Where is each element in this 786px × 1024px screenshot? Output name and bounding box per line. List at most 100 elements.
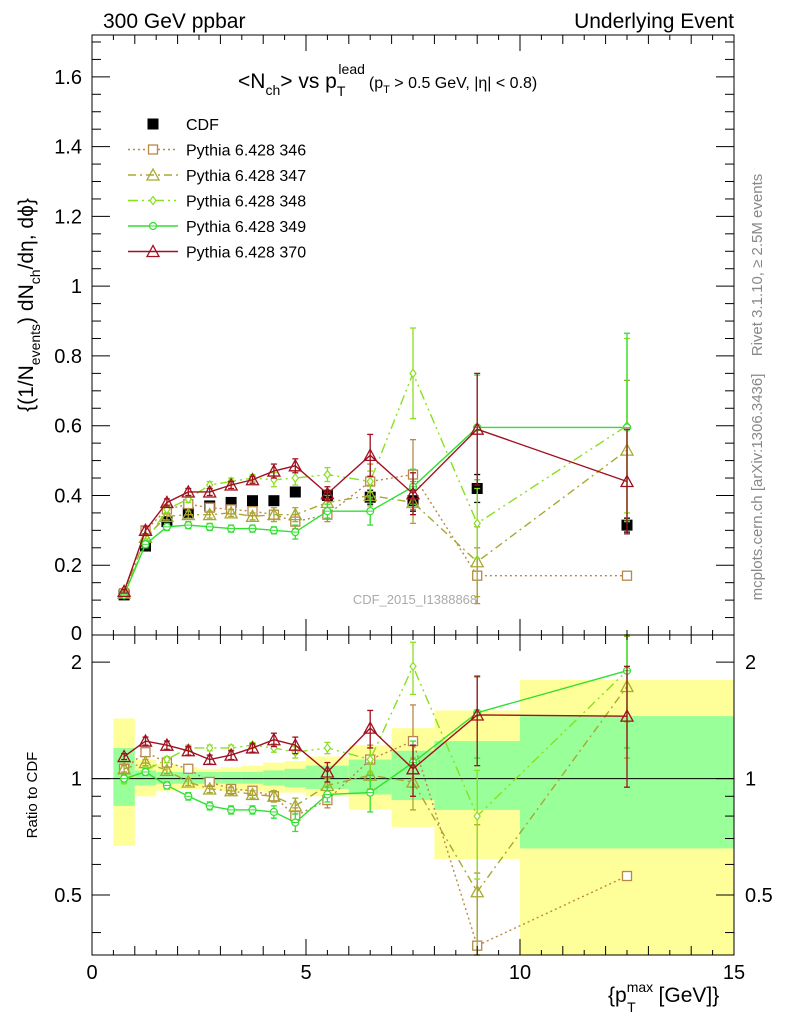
ratio-p349 <box>119 634 632 833</box>
main-panel-series <box>117 327 635 605</box>
ratio-point-p370 <box>202 752 217 766</box>
legend-label-p349: Pythia 6.428 349 <box>186 219 306 236</box>
tick-marks <box>91 35 735 955</box>
legend-label-cdf: CDF <box>186 117 219 134</box>
header-right: Underlying Event <box>574 10 734 33</box>
main-y-tick-label: 1.2 <box>54 206 82 228</box>
ratio-line-p348 <box>123 664 628 818</box>
legend-entry-p346: Pythia 6.428 346 <box>128 143 306 160</box>
ratio-p370 <box>117 665 635 797</box>
ratio-point-p348 <box>205 742 214 753</box>
main-point-p348 <box>473 518 481 529</box>
main-point-p370 <box>224 477 239 491</box>
ratio-panel-bands <box>113 679 734 955</box>
legend-label-p346: Pythia 6.428 346 <box>186 143 306 160</box>
main-line-p346 <box>123 473 627 594</box>
ratio-y-tick-label-left: 1 <box>71 769 82 791</box>
ratio-point-p348 <box>409 661 417 672</box>
main-line-p347 <box>123 449 628 594</box>
legend-label-p370: Pythia 6.428 370 <box>186 245 306 262</box>
main-point-p347 <box>202 507 217 521</box>
main-point-p348 <box>323 469 332 480</box>
legend-marker-p347 <box>145 167 161 181</box>
main-p370 <box>117 372 635 598</box>
ratio-panel-series <box>117 634 635 956</box>
main-point-p370 <box>138 522 153 536</box>
main-point-p370 <box>181 484 196 498</box>
main-point-p370 <box>202 484 217 498</box>
main-cdf <box>118 473 633 601</box>
ratio-y-tick-label-left: 2 <box>71 652 82 674</box>
header-left: 300 GeV ppbar <box>103 10 245 33</box>
ratio-point-p347 <box>202 781 217 795</box>
main-point-p370 <box>470 421 485 435</box>
main-point-cdf <box>268 495 280 507</box>
ratio-y-tick-label-right: 0.5 <box>745 885 773 907</box>
main-point-p347 <box>288 507 303 521</box>
main-p346 <box>118 439 633 605</box>
ratio-band-inner <box>284 768 306 788</box>
ratio-point-p346 <box>183 763 194 774</box>
legend-entry-p370: Pythia 6.428 370 <box>128 244 306 262</box>
main-point-p370 <box>288 458 303 472</box>
ratio-line-p347 <box>123 686 628 894</box>
ratio-point-p347 <box>159 763 174 777</box>
main-y-tick-label: 1.6 <box>54 67 82 89</box>
main-p347 <box>117 379 635 599</box>
main-y-tick-label: 0.8 <box>54 346 82 368</box>
ratio-band-inner <box>156 771 178 784</box>
analysis-watermark: CDF_2015_I1388868 <box>353 592 477 607</box>
ratio-band-inner <box>263 770 285 786</box>
ratio-point-p370 <box>405 761 421 775</box>
legend: CDF Pythia 6.428 346 Pythia 6.428 347 Pythi… <box>128 117 306 262</box>
ratio-point-p348 <box>366 754 374 765</box>
ratio-point-p370 <box>224 747 239 761</box>
ratio-point-p347 <box>266 788 281 802</box>
main-p349 <box>119 332 632 599</box>
main-point-p370 <box>320 486 335 500</box>
ratio-band-inner <box>177 771 199 784</box>
ratio-point-p370 <box>363 720 378 734</box>
legend-label-p348: Pythia 6.428 348 <box>186 194 306 211</box>
ratio-point-p370 <box>245 740 260 754</box>
legend-entry-p349: Pythia 6.428 349 <box>128 219 306 236</box>
legend-entry-p348: Pythia 6.428 348 <box>128 194 306 211</box>
ratio-point-p370 <box>320 764 335 778</box>
ratio-point-p370 <box>138 733 153 747</box>
ratio-y-tick-label-right: 2 <box>745 652 756 674</box>
x-tick-label: 5 <box>300 962 311 984</box>
ratio-point-p370 <box>159 737 174 751</box>
legend-entry-cdf: CDF <box>147 117 219 134</box>
ratio-point-p347 <box>245 787 260 801</box>
chart-title: <Nch> vs pTlead(pT > 0.5 GeV, |η| < 0.8) <box>238 61 537 99</box>
main-point-p347 <box>159 509 174 523</box>
legend-marker-p346 <box>147 144 159 155</box>
ratio-point-p348 <box>163 754 171 765</box>
ratio-band-inner <box>220 771 242 784</box>
main-point-p347 <box>266 507 281 521</box>
main-point-p370 <box>266 463 281 477</box>
ratio-y-tick-label-left: 0.5 <box>54 885 82 907</box>
main-point-p347 <box>224 505 239 519</box>
legend-entry-p347: Pythia 6.428 347 <box>128 167 306 185</box>
x-tick-label: 15 <box>723 962 745 984</box>
ratio-point-p346 <box>621 870 633 882</box>
ratio-point-p370 <box>288 737 303 751</box>
ratio-point-p370 <box>619 708 635 722</box>
main-point-cdf <box>225 496 237 508</box>
main-y-tick-label: 0.4 <box>54 485 82 507</box>
ratio-point-p370 <box>181 743 196 757</box>
main-y-tick-label-zero: 0 <box>71 623 82 645</box>
main-y-tick-label: 1.4 <box>54 137 82 159</box>
main-point-p348 <box>366 476 374 487</box>
main-line-p348 <box>123 371 628 596</box>
main-point-p370 <box>159 495 174 509</box>
x-tick-label: 0 <box>86 962 97 984</box>
main-point-p370 <box>245 472 260 486</box>
main-point-p370 <box>619 474 635 488</box>
main-point-p348 <box>291 473 300 484</box>
main-y-tick-label: 1 <box>71 276 82 298</box>
ratio-point-p370 <box>470 707 485 721</box>
ratio-point-p347 <box>224 783 239 797</box>
